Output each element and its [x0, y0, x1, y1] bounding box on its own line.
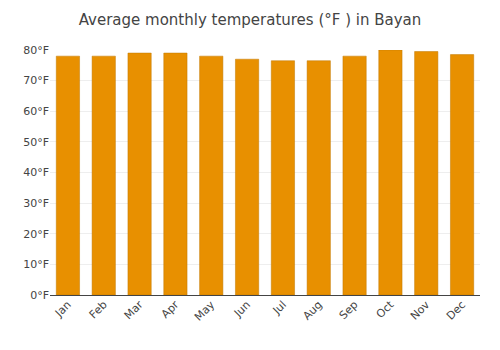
svg-text:Average monthly temperatures (: Average monthly temperatures (°F ) in Ba… — [79, 11, 422, 29]
svg-text:Mar: Mar — [122, 298, 146, 322]
svg-text:80°F: 80°F — [23, 44, 49, 57]
svg-text:Dec: Dec — [444, 298, 468, 322]
svg-text:Jan: Jan — [52, 298, 74, 320]
svg-text:Nov: Nov — [408, 298, 433, 323]
svg-text:Apr: Apr — [159, 298, 182, 321]
svg-text:May: May — [192, 298, 218, 324]
svg-text:0°F: 0°F — [30, 289, 49, 302]
svg-text:60°F: 60°F — [23, 105, 49, 118]
svg-text:30°F: 30°F — [23, 197, 49, 210]
svg-text:Sep: Sep — [337, 298, 361, 322]
svg-text:50°F: 50°F — [23, 136, 49, 149]
svg-text:20°F: 20°F — [23, 228, 49, 241]
svg-text:Feb: Feb — [87, 298, 110, 321]
svg-text:40°F: 40°F — [23, 166, 49, 179]
svg-text:10°F: 10°F — [23, 258, 49, 271]
svg-text:Aug: Aug — [300, 298, 324, 322]
svg-text:Oct: Oct — [374, 298, 397, 321]
svg-text:70°F: 70°F — [23, 74, 49, 87]
svg-text:Jul: Jul — [270, 298, 289, 317]
svg-text:Jun: Jun — [231, 298, 253, 320]
